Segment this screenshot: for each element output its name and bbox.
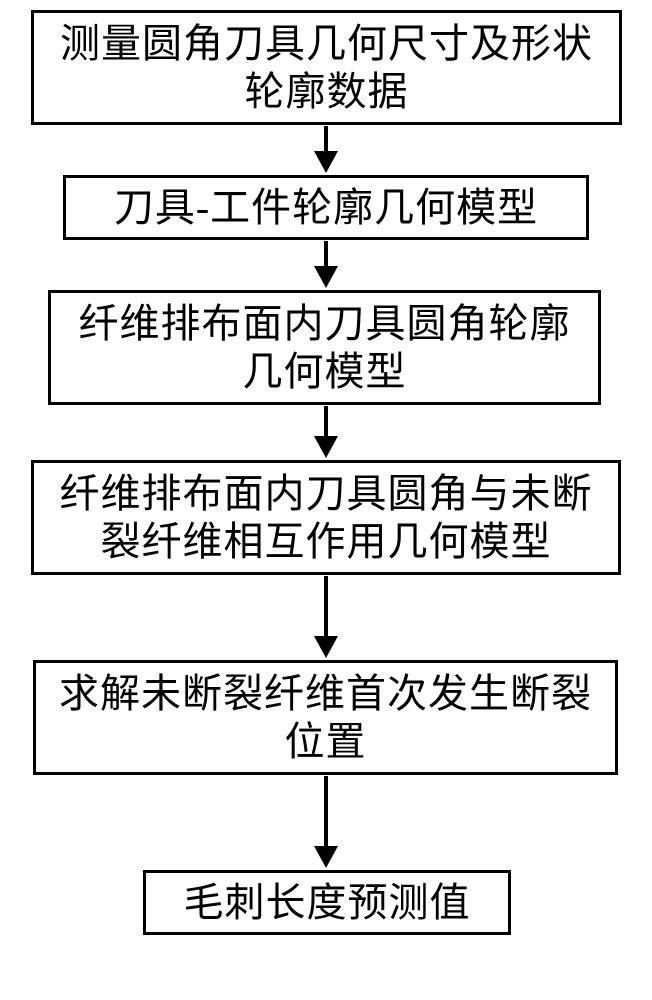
- flowchart-node-label: 纤维排布面内刀具圆角与未断 裂纤维相互作用几何模型: [60, 470, 593, 566]
- flowchart-canvas: 测量圆角刀具几何尺寸及形状 轮廓数据刀具-工件轮廓几何模型纤维排布面内刀具圆角轮…: [0, 0, 652, 1000]
- flowchart-node-label: 测量圆角刀具几何尺寸及形状 轮廓数据: [60, 20, 593, 116]
- flowchart-node-label: 纤维排布面内刀具圆角轮廓 几何模型: [79, 300, 571, 396]
- flowchart-arrow-shaft: [324, 126, 328, 151]
- flowchart-arrow-head: [314, 636, 338, 658]
- flowchart-arrow-head: [314, 846, 338, 868]
- flowchart-arrow-head: [314, 151, 338, 173]
- flowchart-node-label: 求解未断裂纤维首次发生断裂 位置: [59, 670, 592, 766]
- flowchart-node: 刀具-工件轮廓几何模型: [63, 175, 589, 240]
- flowchart-arrow-shaft: [324, 776, 328, 846]
- flowchart-arrow-shaft: [324, 406, 328, 436]
- flowchart-node-label: 刀具-工件轮廓几何模型: [114, 184, 538, 232]
- flowchart-node: 纤维排布面内刀具圆角与未断 裂纤维相互作用几何模型: [31, 460, 621, 575]
- flowchart-arrow-head: [314, 436, 338, 458]
- flowchart-arrow-shaft: [324, 576, 328, 636]
- flowchart-arrow-shaft: [324, 241, 328, 266]
- flowchart-node: 求解未断裂纤维首次发生断裂 位置: [33, 660, 618, 775]
- flowchart-arrow-head: [314, 266, 338, 288]
- flowchart-node: 纤维排布面内刀具圆角轮廓 几何模型: [48, 290, 601, 405]
- flowchart-node: 测量圆角刀具几何尺寸及形状 轮廓数据: [31, 10, 622, 125]
- flowchart-node: 毛刺长度预测值: [143, 870, 511, 935]
- flowchart-node-label: 毛刺长度预测值: [184, 879, 471, 927]
